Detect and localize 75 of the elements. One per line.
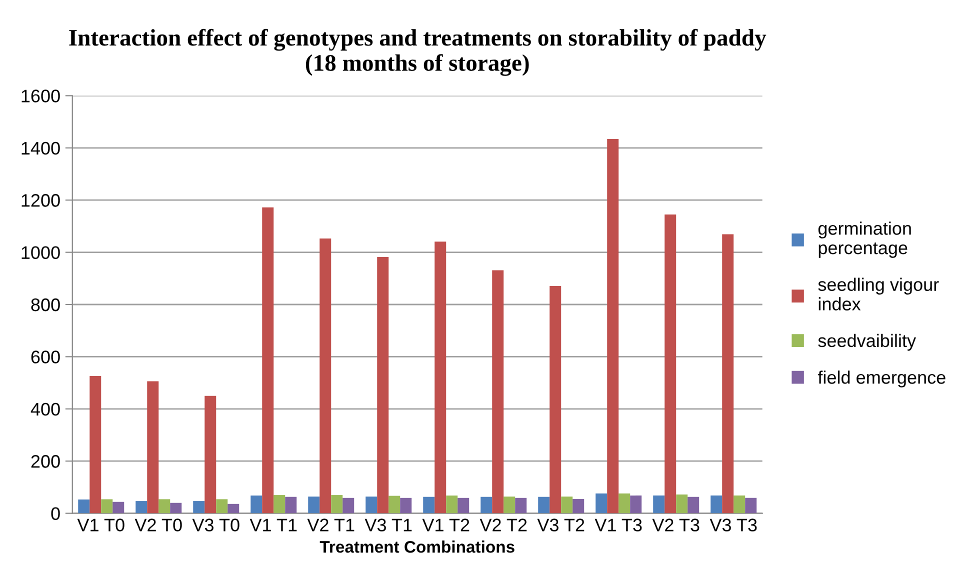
x-tick-label: V2 T3 <box>652 518 700 532</box>
bar <box>204 396 216 514</box>
bar <box>458 498 470 514</box>
bar <box>377 257 389 514</box>
legend-label: seedvaibility <box>818 334 916 351</box>
bar <box>734 496 746 514</box>
y-tick-label: 200 <box>31 455 60 468</box>
bar <box>480 496 492 514</box>
bar <box>630 496 642 514</box>
bar <box>745 498 757 514</box>
y-tick-label: 0 <box>51 507 60 520</box>
bar <box>710 496 722 514</box>
bar <box>262 207 274 514</box>
x-tick-label: V1 T3 <box>594 518 642 532</box>
bar <box>216 499 228 514</box>
bar <box>170 502 182 514</box>
bar <box>366 496 378 514</box>
y-tick-label: 1400 <box>22 142 60 155</box>
legend-label: field emergence <box>818 370 946 388</box>
bar <box>434 242 446 514</box>
y-tick-label: 600 <box>31 350 60 364</box>
bar <box>561 496 573 514</box>
y-tick-label: 1000 <box>22 246 60 260</box>
bar <box>423 496 435 514</box>
bar <box>596 493 608 514</box>
y-tick-label: 400 <box>30 402 60 416</box>
bar <box>515 498 527 514</box>
bar <box>722 234 734 514</box>
bar <box>101 499 113 514</box>
bar <box>78 499 90 514</box>
bar <box>504 496 516 514</box>
bar <box>158 499 170 514</box>
bar <box>676 494 688 514</box>
x-axis-title: Treatment Combinations <box>320 540 514 553</box>
bar <box>308 496 320 514</box>
bar <box>147 381 159 514</box>
x-tick-label: V1 T1 <box>250 518 297 532</box>
x-tick-label: V3 T0 <box>192 518 240 532</box>
bar <box>653 496 665 514</box>
bar <box>342 498 354 514</box>
bar <box>193 501 205 514</box>
legend-label: germination percentage <box>818 222 911 258</box>
bar <box>136 501 148 514</box>
bar <box>550 286 562 514</box>
bar <box>250 496 262 514</box>
x-tick-label: V3 T3 <box>710 518 757 532</box>
bar <box>228 504 240 514</box>
bar <box>388 496 400 514</box>
x-tick-label: V2 T1 <box>307 518 354 532</box>
x-tick-label: V1 T2 <box>422 518 470 532</box>
bar <box>618 493 630 514</box>
x-tick-label: V3 T2 <box>537 518 584 532</box>
y-tick-label: 1200 <box>22 194 60 207</box>
bar <box>112 502 124 514</box>
bar <box>274 495 286 514</box>
bar <box>90 376 102 514</box>
x-tick-label: V1 T0 <box>77 518 124 532</box>
bar <box>688 496 700 514</box>
bar <box>492 270 504 514</box>
x-tick-label: V2 T0 <box>134 518 182 532</box>
bar <box>446 496 458 514</box>
bar <box>320 238 332 514</box>
chart-title: Interaction effect of genotypes and treatments on storability of paddy (18 months of storage) <box>69 28 766 76</box>
bar <box>331 495 343 514</box>
y-tick-label: 800 <box>31 298 60 312</box>
bar <box>285 496 297 514</box>
x-tick-label: V2 T2 <box>480 518 527 532</box>
bar <box>538 496 550 514</box>
bar <box>572 498 584 514</box>
bar <box>607 139 619 514</box>
legend-label: seedling vigour index <box>818 278 939 310</box>
y-tick-label: 1600 <box>22 90 60 102</box>
bar <box>400 498 412 514</box>
bar <box>664 214 676 514</box>
x-tick-label: V3 T1 <box>364 518 412 532</box>
